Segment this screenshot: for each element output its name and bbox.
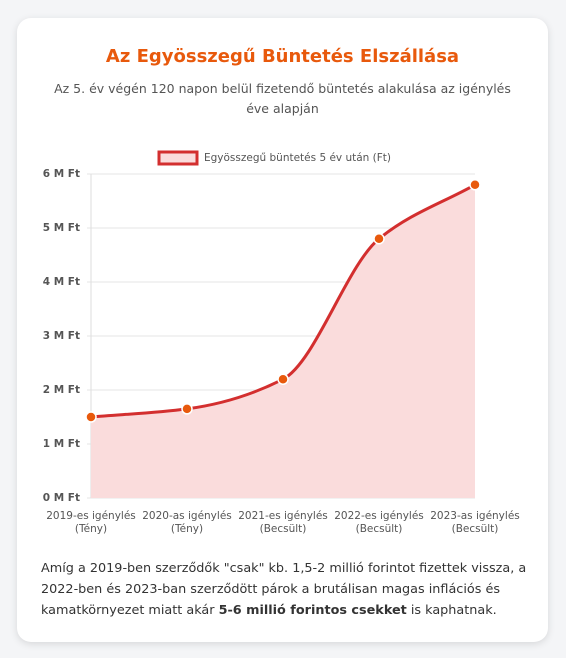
y-tick-label: 0 M Ft — [43, 492, 80, 504]
note-text: Amíg a 2019-ben szerződők "csak" kb. 1,5… — [41, 561, 527, 618]
legend-swatch — [157, 150, 199, 166]
point — [85, 411, 97, 423]
legend-label: Egyösszegű büntetés 5 év után (Ft) — [204, 152, 391, 164]
point — [469, 179, 481, 191]
x-tick-label: (Becsült) — [260, 523, 307, 535]
y-tick-label: 2 M Ft — [43, 384, 80, 396]
area — [91, 184, 475, 499]
x-tick-label: 2022-es igénylés — [334, 510, 424, 522]
x-tick-label: (Tény) — [171, 523, 203, 535]
note-text: is kaphatnak. — [406, 603, 497, 618]
x-tick-label: 2020-as igénylés — [142, 510, 232, 522]
y-tick-label: 5 M Ft — [43, 222, 80, 234]
note-bold: 5-6 millió forintos csekket — [218, 603, 407, 618]
chart-subtitle: Az 5. év végén 120 napon belül fizetendő… — [54, 81, 511, 116]
point — [181, 403, 193, 415]
point — [277, 373, 289, 385]
point — [373, 233, 385, 245]
x-tick-label: 2021-es igénylés — [238, 510, 328, 522]
y-tick-label: 1 M Ft — [43, 438, 80, 450]
x-tick-label: (Tény) — [75, 523, 107, 535]
x-tick-label: (Becsült) — [356, 523, 403, 535]
x-tick-label: 2019-es igénylés — [46, 510, 136, 522]
note: Amíg a 2019-ben szerződők "csak" kb. 1,5… — [41, 558, 527, 621]
line — [90, 183, 476, 419]
y-tick-label: 6 M Ft — [43, 168, 80, 180]
x-tick-label: (Becsült) — [452, 523, 499, 535]
chart-title: Az Egyösszegű Büntetés Elszállása — [105, 46, 460, 67]
y-tick-label: 3 M Ft — [43, 330, 80, 342]
y-tick-label: 4 M Ft — [43, 276, 80, 288]
x-tick-label: 2023-as igénylés — [430, 510, 520, 522]
